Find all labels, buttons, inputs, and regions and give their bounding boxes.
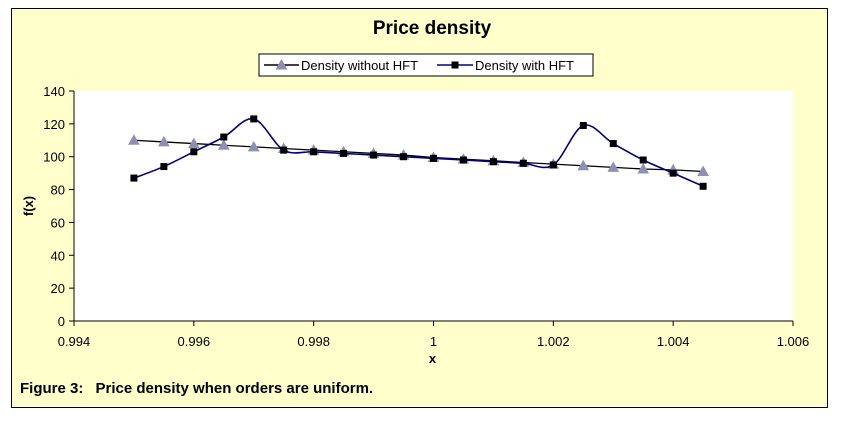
data-point	[370, 151, 378, 159]
series-with-hft	[130, 115, 707, 190]
x-tick-label: 1.006	[777, 334, 810, 349]
y-tick-label: 140	[43, 84, 65, 99]
legend-label: Density without HFT	[301, 58, 418, 73]
data-point	[247, 140, 260, 152]
data-point	[340, 149, 348, 157]
x-tick-label: 0.994	[58, 334, 91, 349]
y-tick-label: 40	[51, 248, 65, 263]
x-tick-label: 0.998	[297, 334, 330, 349]
legend-item: Density without HFT	[264, 58, 418, 73]
data-point	[577, 159, 590, 171]
series-line	[133, 139, 704, 173]
data-point	[607, 161, 620, 172]
y-tick-label: 0	[58, 314, 65, 329]
x-axis-label: x	[429, 351, 437, 366]
data-point	[579, 122, 587, 129]
plot-area	[74, 91, 793, 321]
y-tick-label: 100	[43, 150, 65, 165]
x-tick-label: 0.996	[178, 334, 211, 349]
data-point	[430, 154, 437, 162]
legend: Density without HFT Density with HFT	[258, 53, 594, 77]
data-point	[637, 163, 650, 174]
data-point	[128, 134, 140, 145]
data-point	[190, 148, 198, 156]
data-point	[220, 133, 228, 141]
chart-title: Price density	[373, 18, 492, 39]
data-point	[280, 146, 288, 154]
figure-caption-text: Price density when orders are uniform.	[95, 380, 374, 397]
data-point	[250, 115, 258, 123]
data-point	[699, 182, 707, 190]
x-tick-label: 1.002	[537, 334, 570, 349]
data-point	[400, 153, 408, 161]
data-point	[639, 156, 647, 164]
y-tick-label: 80	[51, 183, 65, 198]
y-tick-label: 60	[51, 215, 65, 230]
x-tick-label: 1	[430, 334, 437, 349]
legend-box	[258, 53, 594, 77]
legend-marker	[275, 58, 288, 70]
data-point	[549, 161, 557, 169]
data-point	[489, 158, 497, 166]
data-point	[217, 139, 230, 150]
data-point	[130, 174, 138, 182]
data-point	[158, 135, 170, 147]
legend-item: Density with HFT	[437, 58, 574, 73]
data-point	[187, 137, 200, 149]
data-point	[519, 159, 527, 167]
data-point	[160, 163, 168, 171]
x-tick-label: 1.004	[657, 334, 690, 349]
data-point	[609, 140, 617, 148]
y-tick-label: 120	[43, 117, 65, 132]
legend-label: Density with HFT	[475, 58, 574, 73]
figure-caption: Figure 3: Price density when orders are …	[20, 380, 373, 397]
figure-caption-label: Figure 3:	[20, 380, 84, 397]
data-point	[697, 165, 709, 176]
data-point	[669, 169, 677, 177]
y-axis-label: f(x)	[21, 196, 36, 216]
data-point	[459, 156, 467, 164]
data-point	[310, 148, 318, 156]
y-tick-label: 20	[51, 281, 65, 296]
legend-marker	[451, 61, 459, 69]
